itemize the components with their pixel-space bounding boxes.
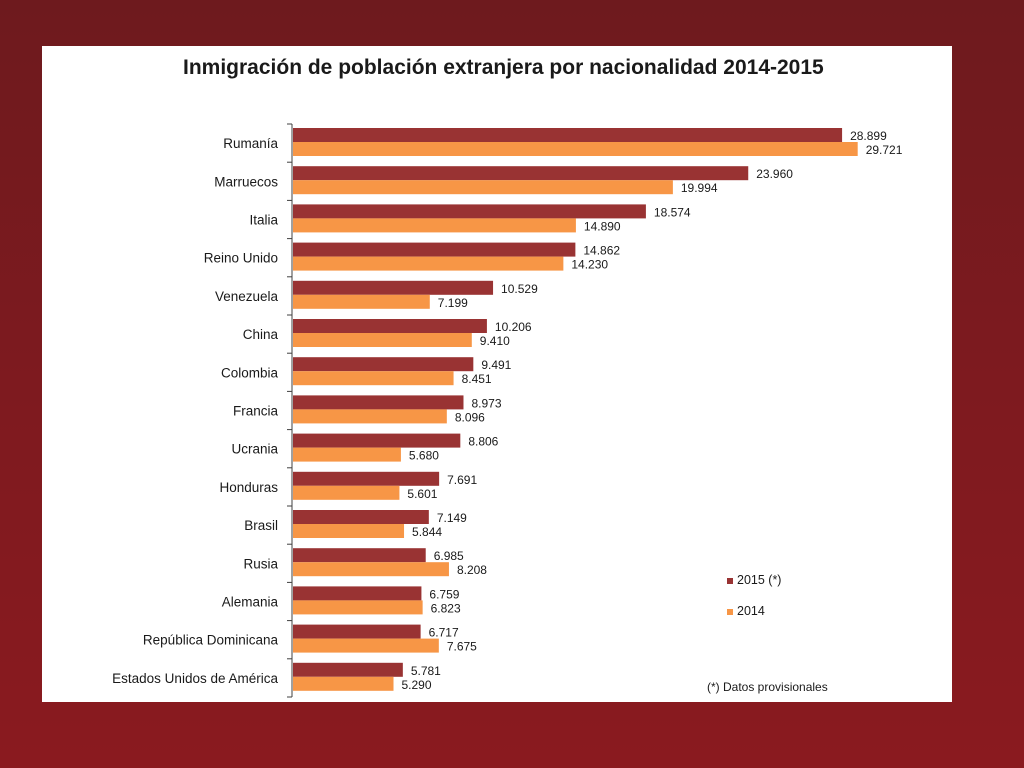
- data-label: 7.199: [438, 296, 468, 310]
- data-label: 5.290: [402, 678, 432, 692]
- category-label: Marruecos: [214, 174, 278, 189]
- category-label: Reino Unido: [204, 251, 278, 266]
- bar-2014: [293, 485, 400, 500]
- data-label: 5.781: [411, 664, 441, 678]
- data-label: 8.208: [457, 563, 487, 577]
- category-label: Rumanía: [223, 136, 278, 151]
- bar-2014: [293, 371, 454, 386]
- footnote: (*) Datos provisionales: [707, 680, 828, 694]
- data-label: 29.721: [866, 143, 903, 157]
- category-label: Rusia: [243, 556, 278, 571]
- bar-2015: [293, 128, 843, 142]
- data-label: 6.759: [429, 587, 459, 601]
- bar-2015: [293, 510, 429, 524]
- data-label: 7.149: [437, 511, 467, 525]
- legend-entry: 2014: [737, 604, 765, 618]
- bar-2014: [293, 562, 449, 577]
- bar-2015: [293, 471, 440, 486]
- data-label: 18.574: [654, 205, 691, 219]
- data-label: 6.717: [429, 626, 459, 640]
- bar-2014: [293, 600, 423, 615]
- bar-2015: [293, 433, 461, 448]
- bar-2015: [293, 586, 422, 601]
- category-label: República Dominicana: [143, 633, 279, 648]
- data-label: 8.806: [468, 435, 498, 449]
- data-label: 14.862: [583, 244, 620, 258]
- bar-2015: [293, 204, 646, 219]
- data-label: 5.601: [407, 487, 437, 501]
- bar-2014: [293, 638, 439, 653]
- data-label: 5.844: [412, 525, 442, 539]
- category-label: Ucrania: [231, 442, 278, 457]
- bar-2015: [293, 319, 487, 333]
- bar-2014: [293, 142, 858, 156]
- category-label: Francia: [233, 404, 279, 419]
- data-label: 8.973: [471, 396, 501, 410]
- data-label: 14.230: [571, 258, 608, 272]
- bar-2015: [293, 662, 403, 677]
- bar-2014: [293, 676, 394, 691]
- category-label: Italia: [249, 213, 278, 228]
- bar-2015: [293, 548, 426, 563]
- data-label: 19.994: [681, 181, 718, 195]
- chart-title: Inmigración de población extranjera por …: [183, 56, 824, 79]
- category-label: Honduras: [219, 480, 278, 495]
- data-label: 10.529: [501, 282, 538, 296]
- bar-2014: [293, 180, 673, 195]
- bar-2014: [293, 409, 447, 424]
- bar-2015: [293, 280, 494, 295]
- data-label: 9.410: [480, 334, 510, 348]
- data-label: 8.451: [462, 372, 492, 386]
- bar-2014: [293, 294, 430, 309]
- data-label: 7.691: [447, 473, 477, 487]
- data-label: 6.985: [434, 549, 464, 563]
- bar-2014: [293, 333, 472, 347]
- legend-swatch: [727, 609, 733, 615]
- bar-2014: [293, 447, 401, 462]
- bar-2015: [293, 624, 421, 639]
- legend-swatch: [727, 578, 733, 584]
- category-label: Estados Unidos de América: [112, 671, 278, 686]
- data-label: 9.491: [481, 358, 511, 372]
- data-label: 5.680: [409, 449, 439, 463]
- bar-2014: [293, 256, 564, 271]
- data-label: 14.890: [584, 219, 621, 233]
- data-label: 8.096: [455, 410, 485, 424]
- data-label: 23.960: [756, 167, 793, 181]
- category-label: Alemania: [222, 595, 279, 610]
- category-label: Colombia: [221, 365, 279, 380]
- data-label: 7.675: [447, 640, 477, 654]
- bar-2015: [293, 357, 474, 372]
- legend-entry: 2015 (*): [737, 573, 781, 587]
- bar-2014: [293, 218, 576, 233]
- data-label: 6.823: [431, 601, 461, 615]
- bar-2015: [293, 166, 749, 181]
- chart-panel: Inmigración de población extranjera por …: [42, 46, 952, 702]
- category-label: Brasil: [244, 518, 278, 533]
- data-label: 28.899: [850, 129, 887, 143]
- category-label: China: [243, 327, 279, 342]
- bar-2015: [293, 395, 464, 410]
- data-label: 10.206: [495, 320, 532, 334]
- category-label: Venezuela: [215, 289, 279, 304]
- bar-2014: [293, 524, 405, 538]
- bar-2015: [293, 242, 576, 257]
